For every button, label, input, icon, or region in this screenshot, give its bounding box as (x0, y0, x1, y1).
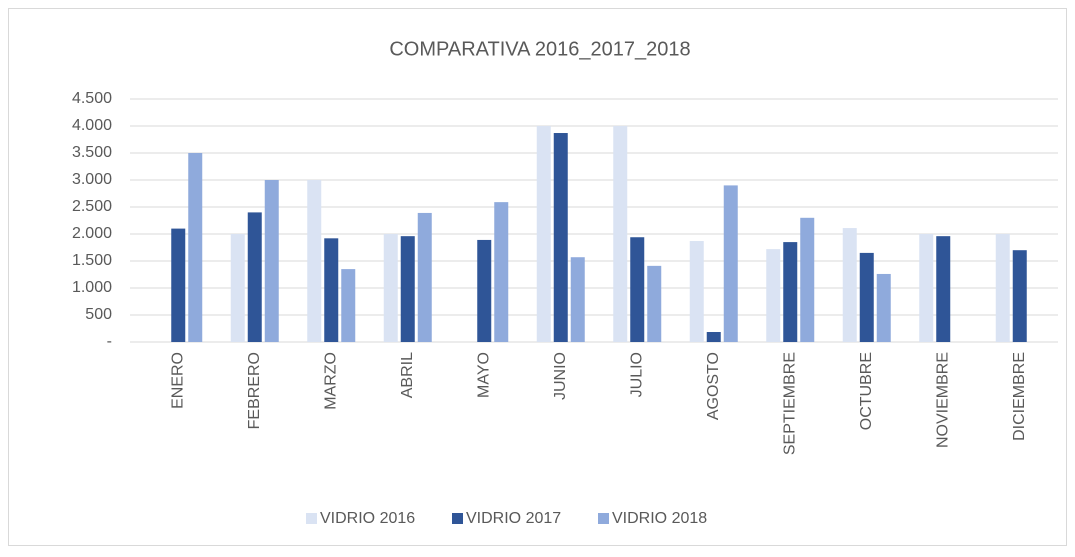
bar (647, 265, 662, 342)
bar (307, 180, 322, 342)
bar (570, 257, 585, 342)
x-tick-label: MARZO (322, 352, 339, 410)
bar (919, 234, 934, 342)
bar (417, 212, 432, 342)
legend-label: VIDRIO 2018 (612, 510, 707, 527)
bar (477, 239, 492, 342)
x-tick-label: AGOSTO (705, 352, 722, 420)
bar (723, 185, 738, 342)
x-tick-label: ABRIL (399, 352, 416, 398)
bar (766, 249, 781, 342)
bar (400, 236, 415, 342)
legend-label: VIDRIO 2016 (320, 510, 415, 527)
bar (324, 238, 339, 342)
bar (630, 237, 645, 342)
bar (494, 202, 509, 342)
legend-label: VIDRIO 2017 (466, 510, 561, 527)
bar (536, 126, 551, 342)
bar (936, 236, 951, 342)
x-tick-label: OCTUBRE (858, 352, 875, 430)
y-tick-label: 3.500 (72, 144, 112, 161)
bar (247, 212, 262, 342)
x-tick-label: NOVIEMBRE (934, 352, 951, 448)
bar (230, 234, 245, 342)
legend-swatch (452, 513, 463, 524)
bar (553, 133, 568, 342)
bar (1012, 250, 1027, 342)
x-tick-label: MAYO (475, 352, 492, 398)
y-tick-label: 4.000 (72, 117, 112, 134)
y-tick-label: 2.500 (72, 198, 112, 215)
y-tick-label: 4.500 (72, 90, 112, 107)
x-tick-label: DICIEMBRE (1011, 352, 1028, 441)
bar (859, 252, 874, 342)
bar (188, 153, 203, 342)
legend-swatch (598, 513, 609, 524)
y-tick-label: 1.500 (72, 252, 112, 269)
y-tick-label: 500 (85, 306, 112, 323)
bar (800, 217, 815, 342)
bar (689, 241, 704, 342)
y-tick-label: 3.000 (72, 171, 112, 188)
x-tick-label: JULIO (628, 352, 645, 397)
bar (876, 273, 891, 342)
bar (995, 234, 1010, 342)
y-tick-label: - (107, 333, 112, 350)
chart-title: COMPARATIVA 2016_2017_2018 (389, 38, 690, 60)
bar (706, 332, 721, 342)
x-tick-label: JUNIO (552, 352, 569, 400)
bar (264, 180, 279, 342)
bar (383, 234, 398, 342)
bar (341, 269, 356, 342)
x-tick-label: ENERO (169, 352, 186, 409)
y-tick-label: 2.000 (72, 225, 112, 242)
x-tick-label: FEBRERO (246, 352, 263, 429)
bar (613, 126, 628, 342)
x-tick-label: SEPTIEMBRE (781, 352, 798, 455)
bar (171, 228, 186, 342)
bar (842, 228, 857, 342)
y-tick-label: 1.000 (72, 279, 112, 296)
bar (783, 242, 798, 342)
legend-swatch (306, 513, 317, 524)
